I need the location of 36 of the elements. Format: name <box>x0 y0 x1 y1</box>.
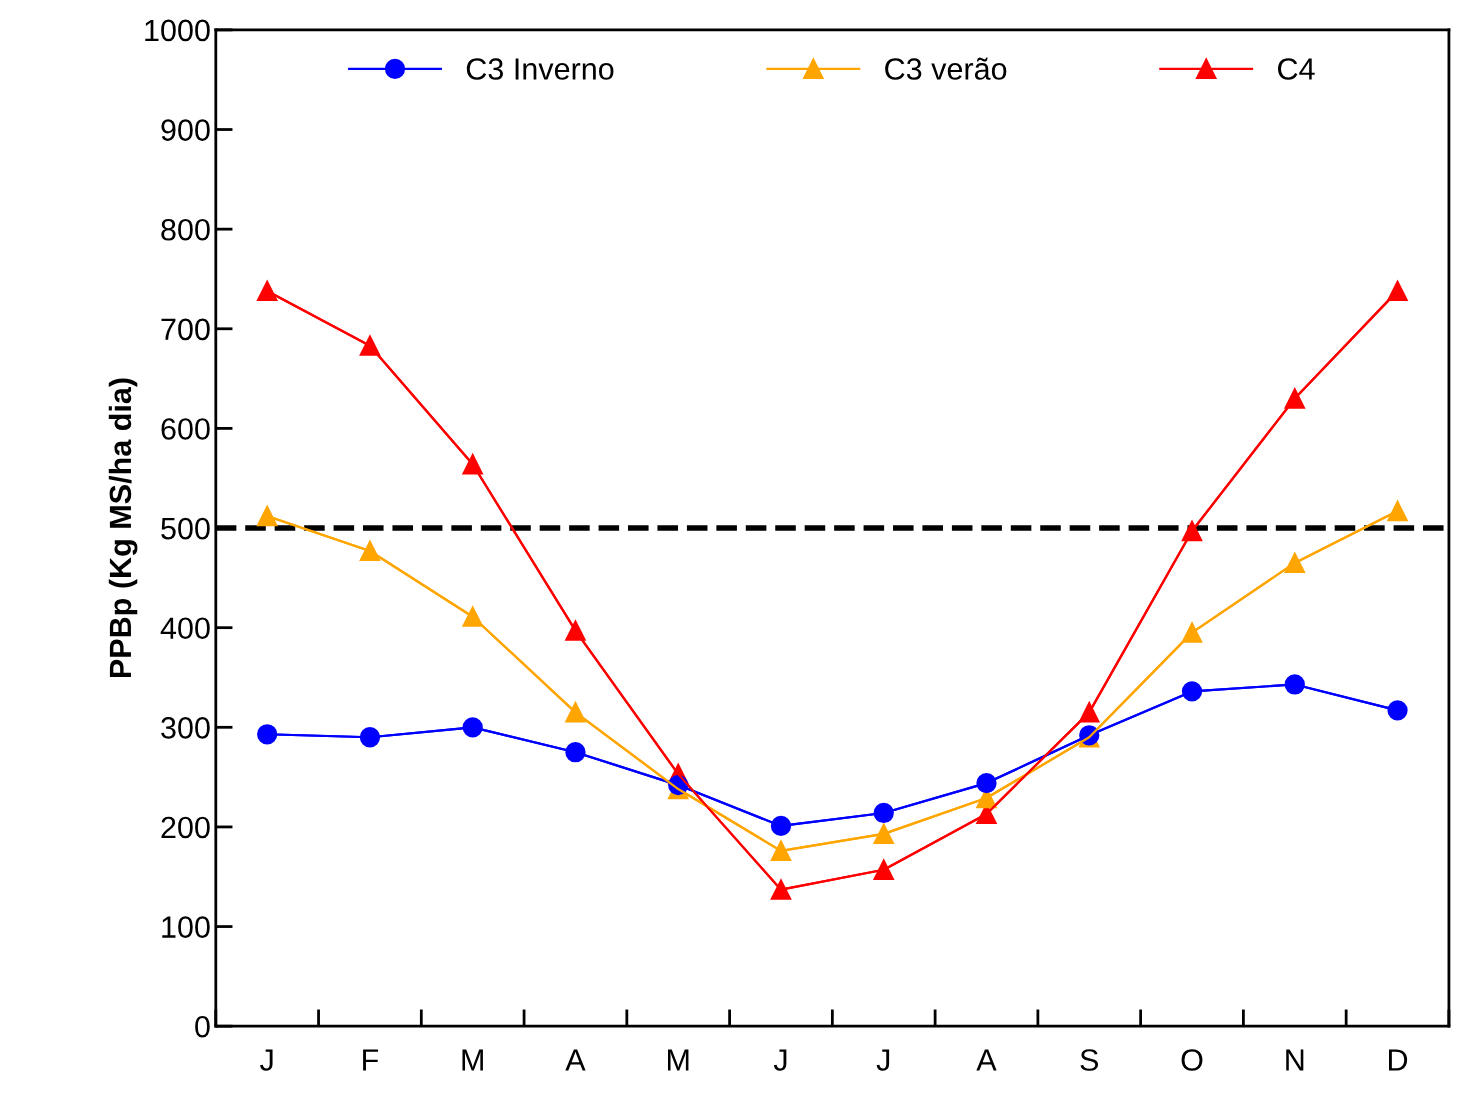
x-tick-label: D <box>1389 1049 1408 1071</box>
y-tick-label: 900 <box>161 119 210 141</box>
point <box>873 859 894 880</box>
point <box>257 724 278 745</box>
x-tick-label: A <box>565 1049 586 1071</box>
x-tick-label: J <box>876 1049 890 1071</box>
y-tick-label: 700 <box>161 318 210 341</box>
point <box>770 879 792 900</box>
y-axis-title: PPBp (Kg MS/ha dia) <box>108 378 138 678</box>
point <box>873 823 894 845</box>
y-tick-label: 600 <box>161 418 210 440</box>
point <box>1387 280 1408 302</box>
y-tick-label: 1000 <box>145 19 210 42</box>
legend-label: C3 verão <box>885 57 1007 80</box>
point <box>770 840 792 861</box>
x-tick-label: F <box>363 1049 379 1071</box>
point <box>257 505 278 527</box>
legend-label: C3 Inverno <box>466 58 614 80</box>
y-tick-label: 300 <box>161 717 210 739</box>
y-tick-label: 500 <box>161 517 210 540</box>
x-tick-label: N <box>1286 1049 1304 1071</box>
y-tick-label: 100 <box>162 916 210 938</box>
x-tick-label: J <box>773 1049 787 1071</box>
x-tick-label: S <box>1080 1049 1099 1071</box>
point <box>257 280 278 302</box>
x-tick-label: J <box>260 1049 273 1071</box>
y-tick-label: 800 <box>161 218 210 241</box>
legend-label: C4 <box>1278 58 1315 80</box>
y-tick-label: 200 <box>161 816 210 839</box>
y-tick-label: 0 <box>195 1015 210 1038</box>
y-tick-label: 400 <box>160 617 210 640</box>
point <box>1387 700 1408 721</box>
x-tick-label: M <box>462 1049 483 1071</box>
x-tick-label: A <box>976 1049 997 1071</box>
x-tick-label: O <box>1181 1049 1203 1071</box>
x-tick-label: M <box>668 1049 689 1071</box>
